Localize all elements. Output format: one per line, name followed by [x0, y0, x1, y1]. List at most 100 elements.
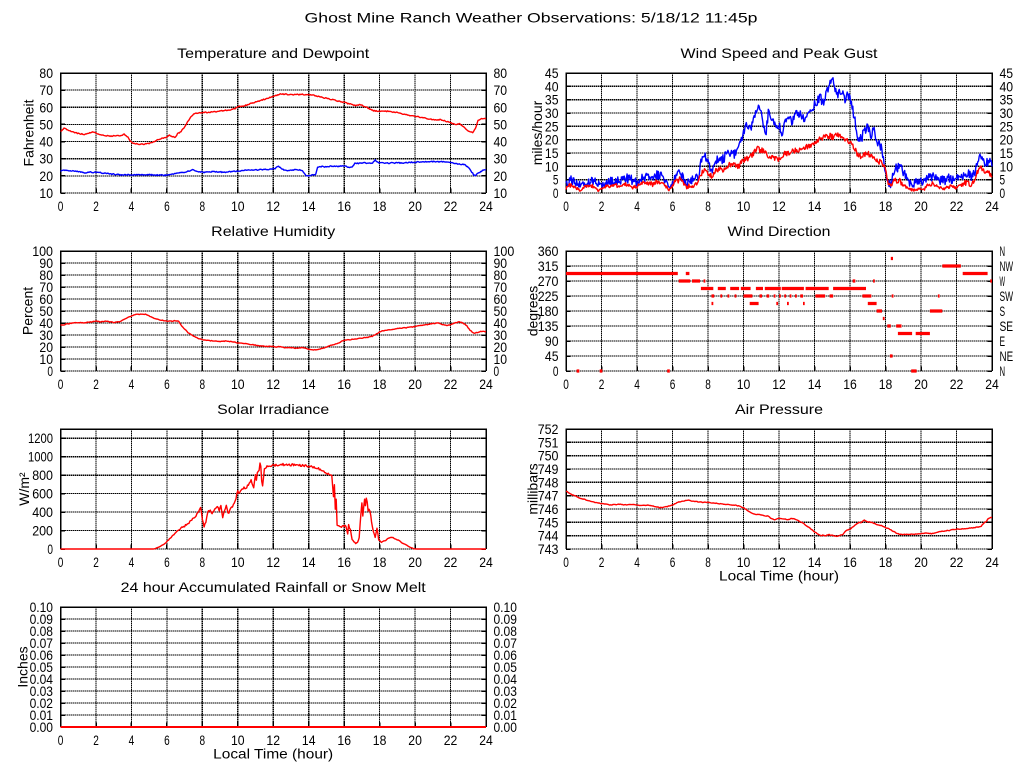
svg-text:0.09: 0.09	[30, 611, 54, 627]
svg-text:743: 743	[538, 541, 559, 557]
svg-text:10: 10	[231, 376, 245, 392]
svg-text:6: 6	[164, 554, 170, 570]
svg-text:24: 24	[479, 554, 493, 570]
svg-text:4: 4	[129, 198, 135, 214]
svg-text:22: 22	[950, 554, 964, 570]
svg-text:16: 16	[337, 554, 351, 570]
svg-text:20: 20	[39, 168, 53, 184]
svg-text:0: 0	[58, 376, 64, 392]
svg-text:0.01: 0.01	[30, 707, 54, 723]
svg-text:8: 8	[200, 376, 206, 392]
svg-text:20: 20	[408, 732, 422, 748]
svg-text:20: 20	[914, 376, 928, 392]
svg-text:0.01: 0.01	[494, 707, 518, 723]
svg-text:0.04: 0.04	[494, 671, 518, 687]
svg-text:12: 12	[772, 554, 786, 570]
svg-text:0.10: 0.10	[494, 599, 518, 615]
svg-text:45: 45	[1000, 65, 1014, 81]
svg-text:10: 10	[231, 198, 245, 214]
svg-text:Local Time (hour): Local Time (hour)	[213, 746, 333, 762]
svg-text:10: 10	[494, 185, 508, 201]
svg-text:45: 45	[545, 348, 559, 364]
svg-text:12: 12	[266, 198, 280, 214]
svg-text:20: 20	[408, 554, 422, 570]
svg-text:0: 0	[563, 376, 569, 392]
svg-text:80: 80	[494, 65, 508, 81]
svg-text:Relative Humidity: Relative Humidity	[211, 223, 335, 239]
svg-text:N: N	[1000, 363, 1006, 379]
svg-text:0.07: 0.07	[494, 635, 518, 651]
svg-text:24: 24	[479, 376, 493, 392]
svg-text:10: 10	[737, 376, 751, 392]
svg-text:0: 0	[563, 554, 569, 570]
svg-text:60: 60	[494, 99, 508, 115]
svg-text:746: 746	[538, 501, 559, 517]
svg-text:30: 30	[494, 327, 508, 343]
svg-text:4: 4	[129, 732, 135, 748]
svg-text:20: 20	[39, 339, 53, 355]
svg-text:10: 10	[494, 351, 508, 367]
svg-text:50: 50	[39, 116, 53, 132]
svg-text:Inches: Inches	[15, 646, 31, 687]
svg-text:12: 12	[772, 198, 786, 214]
svg-text:747: 747	[538, 488, 559, 504]
svg-text:0: 0	[553, 185, 559, 201]
svg-text:20: 20	[1000, 132, 1014, 148]
svg-text:miles/hour: miles/hour	[529, 100, 545, 165]
svg-text:8: 8	[200, 554, 206, 570]
svg-text:0.08: 0.08	[30, 623, 54, 639]
svg-text:30: 30	[39, 327, 53, 343]
svg-text:0.09: 0.09	[494, 611, 518, 627]
svg-text:0.00: 0.00	[494, 719, 518, 735]
svg-text:Percent: Percent	[20, 287, 36, 335]
svg-text:24: 24	[479, 732, 493, 748]
svg-text:6: 6	[670, 376, 676, 392]
svg-text:8: 8	[705, 198, 711, 214]
svg-text:20: 20	[408, 198, 422, 214]
svg-text:14: 14	[808, 554, 822, 570]
svg-text:750: 750	[538, 448, 559, 464]
svg-text:18: 18	[879, 554, 893, 570]
svg-text:0: 0	[1000, 185, 1006, 201]
svg-text:22: 22	[444, 198, 458, 214]
svg-text:10: 10	[1000, 158, 1014, 174]
svg-text:0.06: 0.06	[494, 647, 518, 663]
svg-text:Fahrenheit: Fahrenheit	[21, 99, 37, 166]
svg-text:30: 30	[494, 151, 508, 167]
svg-text:80: 80	[39, 65, 53, 81]
svg-text:Local Time (hour): Local Time (hour)	[719, 568, 839, 584]
svg-text:748: 748	[538, 474, 559, 490]
svg-text:2: 2	[599, 554, 605, 570]
svg-text:1200: 1200	[28, 430, 53, 446]
svg-text:30: 30	[545, 105, 559, 121]
svg-text:22: 22	[444, 554, 458, 570]
svg-text:15: 15	[1000, 145, 1014, 161]
svg-text:40: 40	[39, 315, 53, 331]
svg-text:millibars: millibars	[525, 463, 541, 514]
svg-text:16: 16	[337, 198, 351, 214]
svg-text:16: 16	[843, 554, 857, 570]
svg-text:8: 8	[200, 732, 206, 748]
svg-text:60: 60	[494, 291, 508, 307]
svg-text:50: 50	[39, 303, 53, 319]
svg-text:0: 0	[563, 198, 569, 214]
svg-text:10: 10	[737, 554, 751, 570]
svg-text:0: 0	[47, 363, 53, 379]
svg-text:40: 40	[39, 134, 53, 150]
svg-text:0.00: 0.00	[30, 719, 54, 735]
svg-text:600: 600	[32, 486, 53, 502]
svg-text:744: 744	[538, 528, 559, 544]
svg-text:18: 18	[373, 554, 387, 570]
svg-text:16: 16	[843, 198, 857, 214]
svg-text:0: 0	[553, 363, 559, 379]
svg-text:S: S	[1000, 303, 1006, 319]
svg-text:60: 60	[39, 291, 53, 307]
svg-text:749: 749	[538, 461, 559, 477]
svg-text:360: 360	[538, 243, 559, 259]
svg-text:270: 270	[538, 273, 559, 289]
svg-text:5: 5	[553, 172, 559, 188]
svg-text:90: 90	[545, 333, 559, 349]
svg-text:200: 200	[32, 523, 53, 539]
svg-text:10: 10	[737, 198, 751, 214]
svg-text:20: 20	[494, 339, 508, 355]
